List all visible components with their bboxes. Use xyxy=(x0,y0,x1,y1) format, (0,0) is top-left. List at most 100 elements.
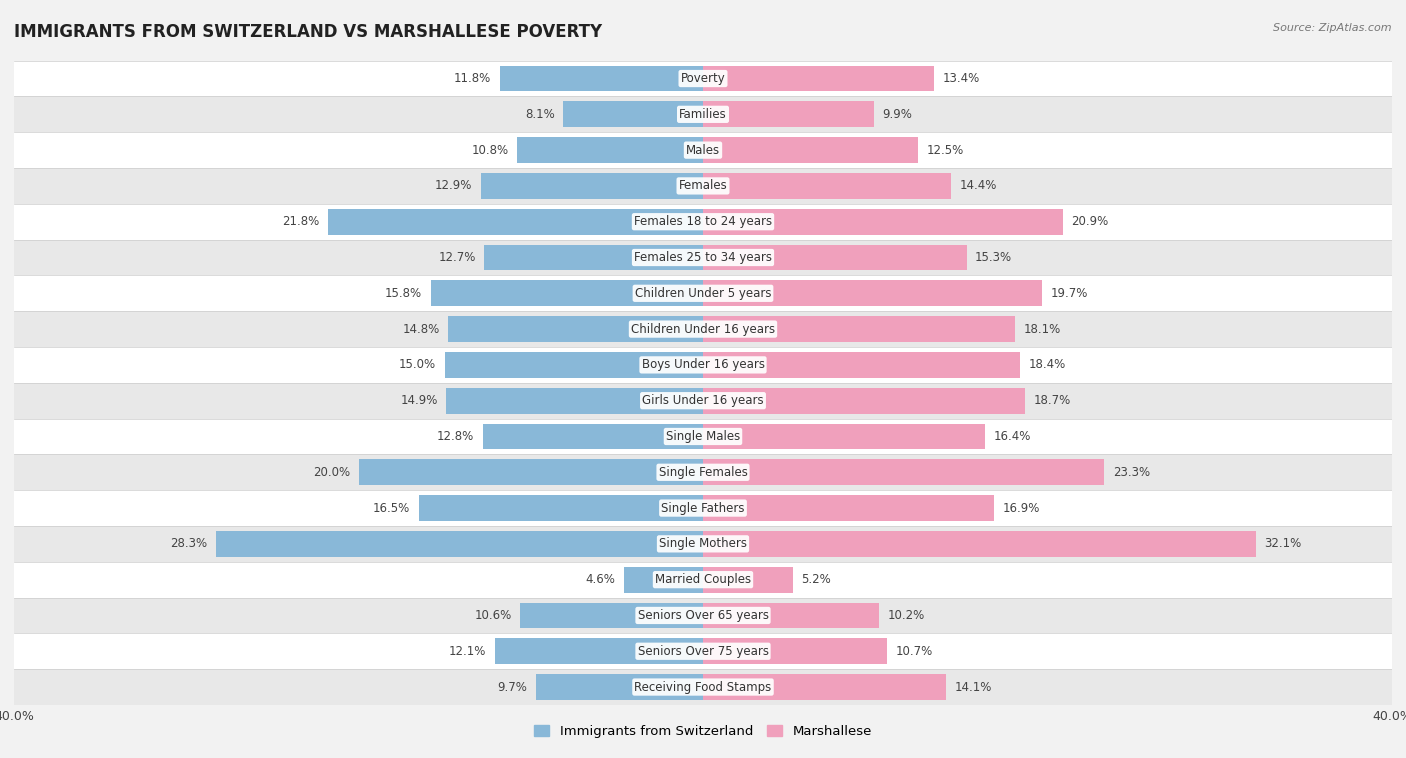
Bar xyxy=(703,424,986,449)
Bar xyxy=(14,490,1392,526)
Bar xyxy=(14,132,1392,168)
Bar xyxy=(14,562,1392,597)
Bar xyxy=(328,208,703,235)
Text: 10.6%: 10.6% xyxy=(475,609,512,622)
Text: 10.8%: 10.8% xyxy=(471,143,509,157)
Bar xyxy=(14,240,1392,275)
Text: Source: ZipAtlas.com: Source: ZipAtlas.com xyxy=(1274,23,1392,33)
Text: 14.1%: 14.1% xyxy=(955,681,991,694)
Text: Seniors Over 75 years: Seniors Over 75 years xyxy=(637,645,769,658)
Bar xyxy=(564,102,703,127)
Bar xyxy=(703,137,918,163)
Text: 32.1%: 32.1% xyxy=(1264,537,1302,550)
Bar xyxy=(215,531,703,556)
Text: Single Fathers: Single Fathers xyxy=(661,502,745,515)
Text: Seniors Over 65 years: Seniors Over 65 years xyxy=(637,609,769,622)
Bar xyxy=(444,352,703,377)
Bar xyxy=(520,603,703,628)
Bar xyxy=(703,316,1015,342)
Text: 9.9%: 9.9% xyxy=(882,108,912,121)
Bar xyxy=(419,495,703,521)
Text: 18.7%: 18.7% xyxy=(1033,394,1071,407)
Bar xyxy=(624,567,703,593)
Text: Receiving Food Stamps: Receiving Food Stamps xyxy=(634,681,772,694)
Text: 15.8%: 15.8% xyxy=(385,287,422,300)
Text: 21.8%: 21.8% xyxy=(281,215,319,228)
Bar xyxy=(14,312,1392,347)
Bar xyxy=(703,495,994,521)
Bar xyxy=(14,383,1392,418)
Text: 14.8%: 14.8% xyxy=(402,323,440,336)
Text: 14.4%: 14.4% xyxy=(960,180,997,193)
Bar xyxy=(14,454,1392,490)
Text: 12.8%: 12.8% xyxy=(437,430,474,443)
Text: 19.7%: 19.7% xyxy=(1050,287,1088,300)
Text: 12.5%: 12.5% xyxy=(927,143,965,157)
Text: 12.9%: 12.9% xyxy=(434,180,472,193)
Bar xyxy=(359,459,703,485)
Bar xyxy=(14,61,1392,96)
Bar xyxy=(14,275,1392,312)
Text: Females 18 to 24 years: Females 18 to 24 years xyxy=(634,215,772,228)
Bar xyxy=(703,567,793,593)
Text: 18.1%: 18.1% xyxy=(1024,323,1060,336)
Text: 12.7%: 12.7% xyxy=(439,251,475,264)
Text: Families: Families xyxy=(679,108,727,121)
Text: 11.8%: 11.8% xyxy=(454,72,491,85)
Text: Boys Under 16 years: Boys Under 16 years xyxy=(641,359,765,371)
Bar xyxy=(14,634,1392,669)
Text: 16.9%: 16.9% xyxy=(1002,502,1040,515)
Bar xyxy=(703,388,1025,414)
Text: Males: Males xyxy=(686,143,720,157)
Bar xyxy=(703,674,946,700)
Legend: Immigrants from Switzerland, Marshallese: Immigrants from Switzerland, Marshallese xyxy=(529,720,877,744)
Text: Girls Under 16 years: Girls Under 16 years xyxy=(643,394,763,407)
Text: Married Couples: Married Couples xyxy=(655,573,751,586)
Bar xyxy=(703,459,1104,485)
Bar xyxy=(703,280,1042,306)
Text: 10.7%: 10.7% xyxy=(896,645,934,658)
Bar xyxy=(430,280,703,306)
Bar xyxy=(449,316,703,342)
Bar xyxy=(495,638,703,664)
Text: 20.9%: 20.9% xyxy=(1071,215,1109,228)
Bar xyxy=(703,352,1019,377)
Text: 13.4%: 13.4% xyxy=(942,72,980,85)
Bar xyxy=(703,208,1063,235)
Text: Single Males: Single Males xyxy=(666,430,740,443)
Text: 9.7%: 9.7% xyxy=(498,681,527,694)
Text: Poverty: Poverty xyxy=(681,72,725,85)
Bar xyxy=(14,597,1392,634)
Text: 15.0%: 15.0% xyxy=(399,359,436,371)
Text: Children Under 5 years: Children Under 5 years xyxy=(634,287,772,300)
Bar xyxy=(536,674,703,700)
Bar xyxy=(703,603,879,628)
Bar xyxy=(481,173,703,199)
Bar xyxy=(499,66,703,92)
Bar xyxy=(703,638,887,664)
Text: 18.4%: 18.4% xyxy=(1029,359,1066,371)
Bar xyxy=(14,347,1392,383)
Text: 20.0%: 20.0% xyxy=(312,465,350,479)
Bar xyxy=(484,245,703,271)
Bar xyxy=(446,388,703,414)
Text: 5.2%: 5.2% xyxy=(801,573,831,586)
Text: Females: Females xyxy=(679,180,727,193)
Text: 8.1%: 8.1% xyxy=(524,108,555,121)
Text: Females 25 to 34 years: Females 25 to 34 years xyxy=(634,251,772,264)
Bar xyxy=(703,531,1256,556)
Bar xyxy=(482,424,703,449)
Bar xyxy=(703,245,966,271)
Bar xyxy=(517,137,703,163)
Bar xyxy=(14,669,1392,705)
Text: IMMIGRANTS FROM SWITZERLAND VS MARSHALLESE POVERTY: IMMIGRANTS FROM SWITZERLAND VS MARSHALLE… xyxy=(14,23,602,41)
Bar xyxy=(703,102,873,127)
Text: 23.3%: 23.3% xyxy=(1114,465,1150,479)
Text: Single Females: Single Females xyxy=(658,465,748,479)
Bar xyxy=(703,173,950,199)
Bar xyxy=(14,168,1392,204)
Text: 4.6%: 4.6% xyxy=(585,573,616,586)
Text: 28.3%: 28.3% xyxy=(170,537,207,550)
Bar xyxy=(14,96,1392,132)
Text: Children Under 16 years: Children Under 16 years xyxy=(631,323,775,336)
